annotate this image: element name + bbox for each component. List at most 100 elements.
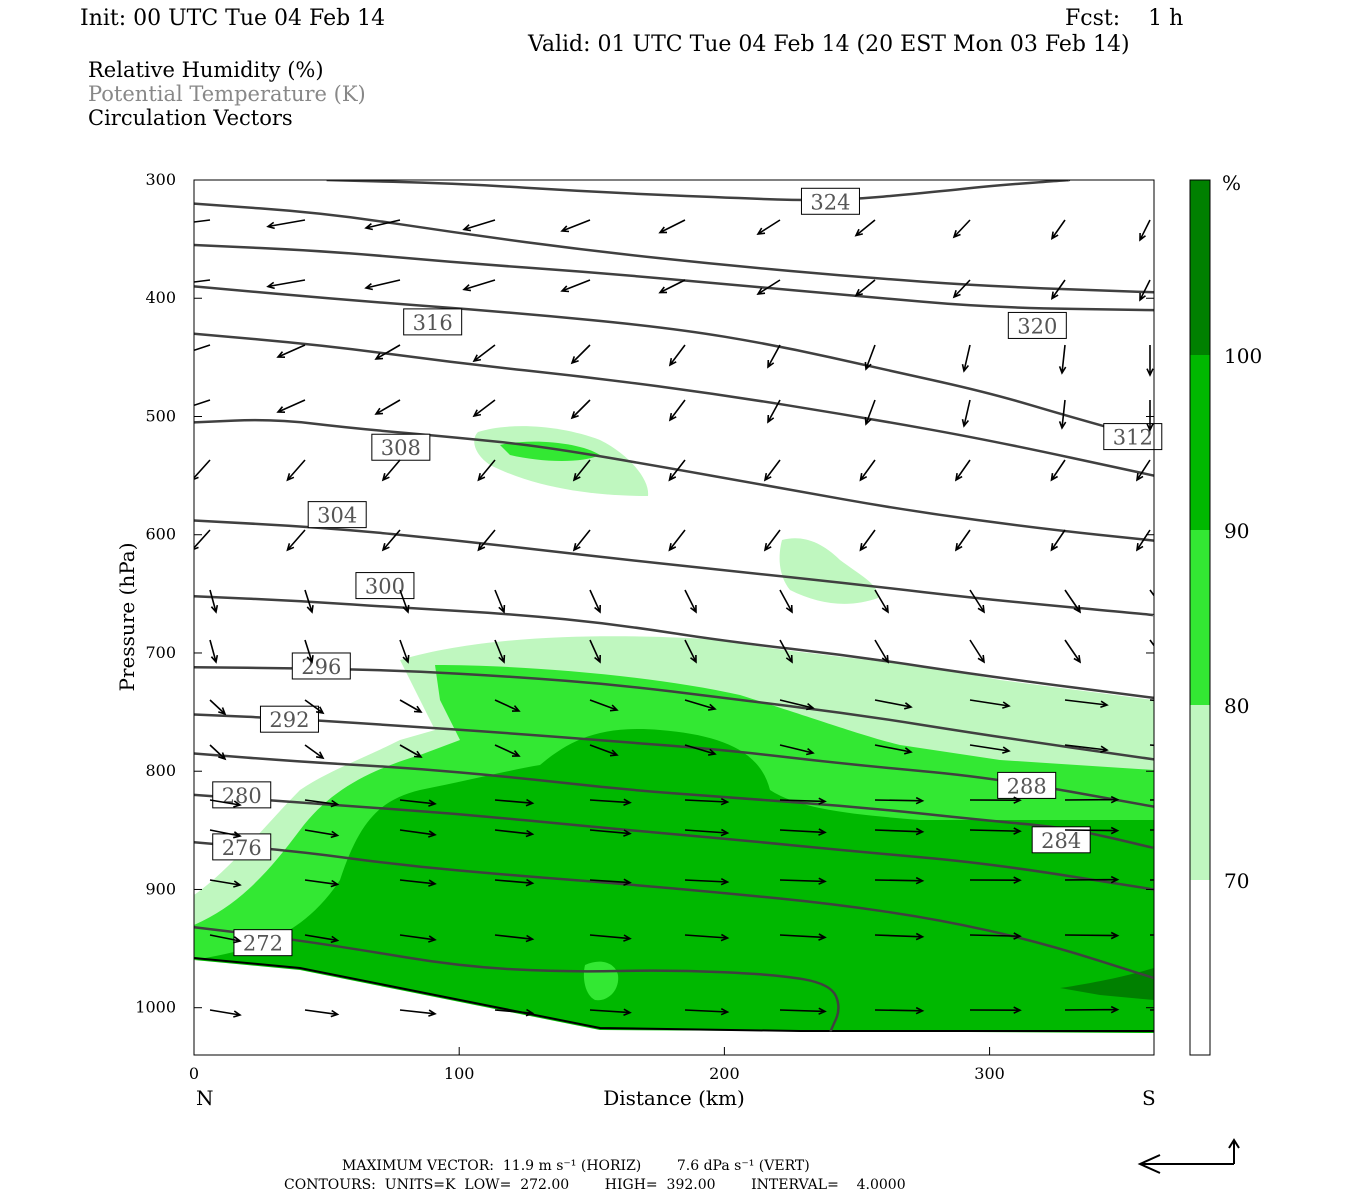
vector-arrow (684, 744, 717, 756)
vector-arrow (304, 799, 340, 808)
theta-label-text: 272 (243, 932, 283, 956)
vector-arrow (570, 344, 591, 365)
vector-arrow (969, 699, 1011, 709)
rh-90-region (194, 729, 1154, 1055)
vector-arrow (209, 744, 227, 761)
vector-arrow (1064, 795, 1120, 804)
vector-arrow (209, 699, 227, 716)
colorbar-label-70: 70 (1224, 869, 1249, 893)
vector-arrow (1146, 345, 1154, 377)
vector-arrow (572, 529, 591, 552)
vector-arrow (763, 529, 781, 552)
vector-arrow (589, 878, 632, 886)
theta-contour-316 (194, 243, 1154, 312)
vector-arrow (494, 934, 535, 943)
vector-arrow (209, 829, 242, 839)
theta-contour-308 (194, 332, 1154, 477)
vector-arrow (684, 699, 717, 711)
theta-label-box (355, 572, 415, 600)
vector-arrow (399, 799, 437, 807)
vector-arrow (494, 798, 535, 807)
y-tick-label: 800 (145, 761, 176, 780)
init-time: Init: 00 UTC Tue 04 Feb 14 (80, 6, 386, 31)
theta-label-text: 280 (222, 784, 262, 808)
vector-arrow (477, 529, 496, 552)
vector-arrow (779, 589, 793, 614)
theta-label-box (1031, 826, 1091, 854)
theta-label-292: 292 (259, 705, 319, 733)
vector-arrow (276, 344, 306, 358)
vector-arrow (1064, 931, 1120, 940)
colorbar-label-90: 90 (1224, 519, 1249, 543)
theta-contour-300 (194, 519, 1154, 617)
vector-arrow (1135, 529, 1151, 552)
vector-arrow (381, 529, 401, 552)
theta-label-text: 288 (1007, 774, 1047, 798)
vector-arrow (570, 399, 591, 420)
theta-label-box (212, 833, 272, 861)
vector-arrow (874, 639, 889, 664)
vector-arrow (969, 796, 1022, 804)
theta-label-box (997, 771, 1057, 799)
vector-arrow (874, 744, 913, 755)
theta-contour-288 (194, 713, 1154, 808)
vector-arrow (969, 744, 1011, 754)
x-tick-label: 0 (189, 1064, 199, 1083)
vector-arrow (364, 279, 401, 291)
vector-arrow (854, 279, 876, 297)
vector-arrow (668, 459, 686, 482)
legend-circulation-vectors: Circulation Vectors (88, 106, 293, 130)
colorbar-swatch-below-70 (1190, 880, 1210, 1055)
theta-label-316: 316 (403, 308, 463, 336)
theta-contour-284 (194, 752, 1154, 850)
colorbar-swatch-70 (1190, 705, 1210, 880)
vector-arrow (961, 399, 971, 428)
vector-arrow (399, 639, 410, 664)
vector-arrow (462, 279, 496, 292)
vector-arrow (969, 1006, 1022, 1014)
theta-label-box (403, 308, 463, 336)
rh-shading (194, 426, 1154, 1055)
vector-arrow (779, 639, 793, 664)
vector-arrow (572, 459, 591, 482)
vector-arrow (1064, 639, 1082, 664)
theta-label-text: 316 (413, 311, 453, 335)
y-tick-label: 400 (145, 288, 176, 307)
vector-arrow (1149, 639, 1154, 647)
vector-arrow (589, 639, 601, 664)
vector-arrow (589, 798, 632, 806)
vector-arrow (1064, 699, 1109, 709)
vector-arrow (589, 589, 601, 614)
vector-arrow (952, 219, 971, 239)
colorbar-swatch-80 (1190, 530, 1210, 705)
theta-label-text: 312 (1113, 426, 1153, 450)
vector-arrow (864, 344, 876, 371)
y-axis-title: Pressure (hPa) (115, 543, 139, 692)
vector-arrow (684, 589, 697, 614)
vector-arrow (494, 639, 506, 664)
vector-arrow (779, 744, 815, 756)
theta-contour-320 (194, 202, 1154, 294)
vector-arrow (589, 934, 632, 942)
max-vector-info: MAXIMUM VECTOR: 11.9 m s⁻¹ (HORIZ) 7.6 d… (342, 1158, 810, 1174)
y-tick-label: 900 (145, 879, 176, 898)
x-tick-label: 200 (709, 1064, 740, 1083)
x-axis-title: Distance (km) (603, 1086, 745, 1110)
vector-arrow (1050, 219, 1066, 241)
colorbar-label-80: 80 (1224, 694, 1249, 718)
vector-arrow (494, 699, 521, 712)
terrain-mask (194, 960, 1154, 1055)
reference-vector-icon (1137, 1138, 1240, 1174)
y-tick-label: 600 (145, 525, 176, 544)
theta-label-280: 280 (212, 781, 272, 809)
theta-label-box (1007, 311, 1067, 339)
vector-arrow (668, 344, 686, 367)
vector-arrow (462, 219, 496, 232)
theta-label-text: 308 (381, 436, 421, 460)
vector-arrow (304, 639, 314, 664)
vector-arrow (209, 799, 242, 808)
theta-label-box (259, 705, 319, 733)
vector-arrow (1149, 744, 1154, 747)
rh-mid-pocket-3 (779, 538, 879, 604)
vector-arrow (477, 459, 496, 482)
